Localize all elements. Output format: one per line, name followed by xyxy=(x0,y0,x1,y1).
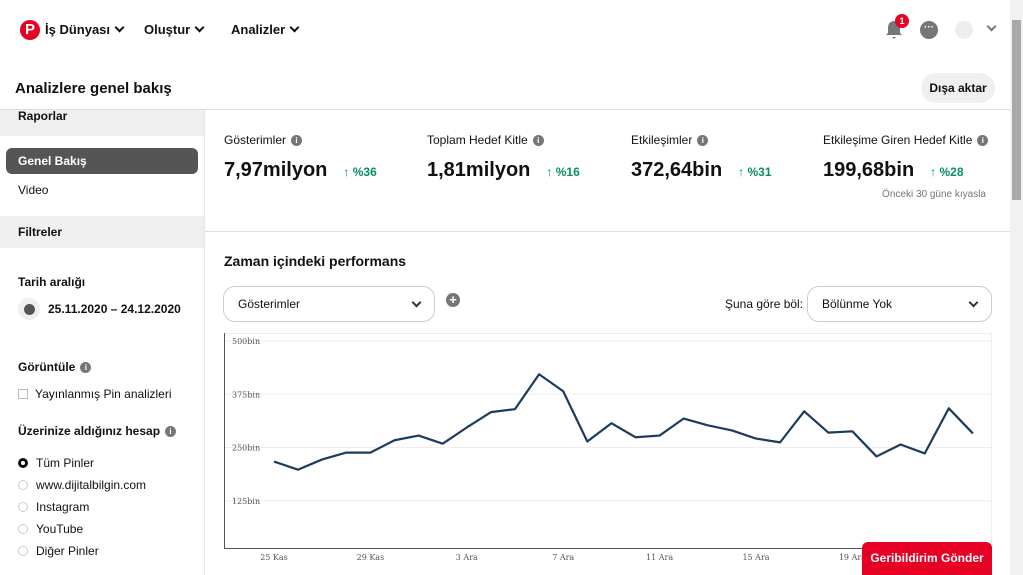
nav-label: Analizler xyxy=(231,22,286,37)
info-icon: i xyxy=(977,135,989,147)
view-label: Görüntüle i xyxy=(18,360,92,374)
filters-heading: Filtreler xyxy=(0,216,204,248)
account-radio-group: Tüm Pinler www.dijitalbilgin.com Instagr… xyxy=(18,452,146,562)
published-pins-checkbox[interactable]: Yayınlanmış Pin analizleri xyxy=(18,387,172,401)
metric-select[interactable]: Gösterimler xyxy=(223,286,435,322)
chevron-down-icon xyxy=(968,297,979,307)
info-icon: i xyxy=(697,135,709,147)
x-tick-label: 29 Kas xyxy=(357,553,385,562)
messages-icon[interactable]: ··· xyxy=(920,21,938,39)
performance-chart: 125bin 250bin 375bin 500bin 25 Kas 29 Kas 3 Ar… xyxy=(224,333,992,562)
feedback-button[interactable]: Geribildirim Gönder xyxy=(862,542,992,575)
y-tick-label: 375bin xyxy=(232,390,260,399)
info-icon: i xyxy=(80,362,92,374)
sidebar-item-video[interactable]: Video xyxy=(18,183,49,197)
stat-engaged-audience: Etkileşime Giren Hedef Kitle i 199,68bin ↑ … xyxy=(823,133,989,182)
x-tick-label: 7 Ara xyxy=(552,553,574,562)
sidebar: Raporlar Genel Bakış Video Filtreler Tar… xyxy=(0,110,205,575)
page-title: Analizlere genel bakış xyxy=(15,80,172,97)
split-select[interactable]: Bölünme Yok xyxy=(807,286,992,322)
chevron-down-icon xyxy=(194,22,205,33)
split-label: Şuna göre böl: xyxy=(725,297,804,311)
date-range-picker[interactable]: 25.11.2020 – 24.12.2020 xyxy=(18,298,181,320)
x-tick-label: 3 Ara xyxy=(456,553,478,562)
date-range-value: 25.11.2020 – 24.12.2020 xyxy=(48,302,181,316)
nav-label: İş Dünyası xyxy=(45,22,111,37)
avatar[interactable] xyxy=(955,21,973,39)
y-tick-label: 125bin xyxy=(232,497,260,506)
stat-total-audience: Toplam Hedef Kitle i 1,81milyon ↑ %16 xyxy=(427,133,580,181)
radio-youtube[interactable]: YouTube xyxy=(18,518,146,540)
chevron-down-icon xyxy=(114,22,125,33)
checkbox-icon xyxy=(18,389,28,399)
account-chevron-down-icon[interactable] xyxy=(986,21,997,32)
scrollbar[interactable] xyxy=(1010,0,1023,575)
date-range-label: Tarih aralığı xyxy=(18,275,86,289)
info-icon: i xyxy=(532,135,544,147)
performance-title: Zaman içindeki performans xyxy=(224,253,407,269)
x-tick-label: 19 Ara xyxy=(839,553,866,562)
notifications-button[interactable]: 1 xyxy=(885,14,909,45)
pinterest-logo-icon[interactable]: P xyxy=(20,20,40,40)
export-button[interactable]: Dışa aktar xyxy=(921,73,995,103)
info-icon: i xyxy=(165,426,177,438)
y-tick-label: 250bin xyxy=(232,444,260,453)
divider xyxy=(205,231,1010,232)
chevron-down-icon xyxy=(289,22,300,33)
clock-icon xyxy=(18,298,40,320)
nav-business-menu[interactable]: İş Dünyası xyxy=(45,22,125,37)
nav-create-menu[interactable]: Oluştur xyxy=(144,22,205,37)
x-tick-label: 11 Ara xyxy=(646,553,673,562)
notification-badge: 1 xyxy=(895,14,909,28)
x-tick-label: 15 Ara xyxy=(742,553,769,562)
radio-other-pins[interactable]: Diğer Pinler xyxy=(18,540,146,562)
plot-frame xyxy=(224,333,992,549)
page-header: Analizlere genel bakış Dışa aktar xyxy=(0,62,1010,110)
radio-all-pins[interactable]: Tüm Pinler xyxy=(18,452,146,474)
checkbox-label: Yayınlanmış Pin analizleri xyxy=(35,387,172,401)
x-tick-label: 25 Kas xyxy=(260,553,288,562)
nav-label: Oluştur xyxy=(144,22,191,37)
info-icon: i xyxy=(291,135,303,147)
reports-heading: Raporlar xyxy=(0,110,204,136)
add-metric-plus-icon[interactable]: + xyxy=(446,293,460,307)
radio-instagram[interactable]: Instagram xyxy=(18,496,146,518)
scrollbar-thumb[interactable] xyxy=(1012,20,1021,200)
series-line xyxy=(273,373,974,471)
radio-website[interactable]: www.dijitalbilgin.com xyxy=(18,474,146,496)
chevron-down-icon xyxy=(411,297,422,307)
account-label: Üzerinize aldığınız hesap i xyxy=(18,424,177,438)
stat-impressions: Gösterimler i 7,97milyon ↑ %36 xyxy=(224,133,377,181)
stats-note: Önceki 30 güne kıyasla xyxy=(882,189,986,200)
nav-analytics-menu[interactable]: Analizler xyxy=(231,22,300,37)
stat-engagements: Etkileşimler i 372,64bin ↑ %31 xyxy=(631,133,772,181)
sidebar-item-overview[interactable]: Genel Bakış xyxy=(6,148,198,174)
top-nav: P İş Dünyası Oluştur Analizler 1 ··· xyxy=(0,0,1010,62)
y-tick-label: 500bin xyxy=(232,337,260,346)
